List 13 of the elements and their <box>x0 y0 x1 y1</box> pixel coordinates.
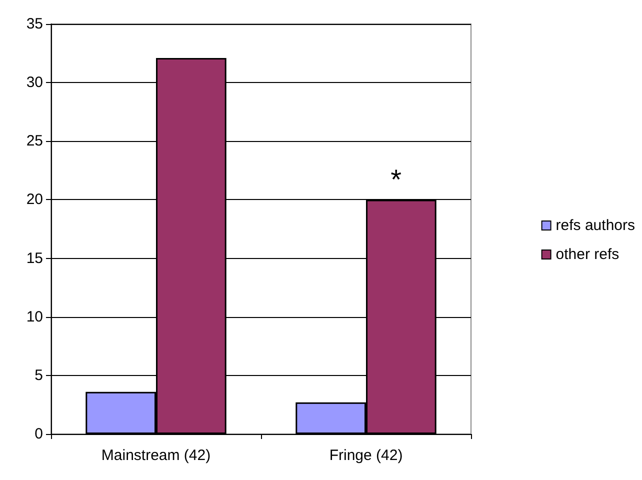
x-tick-label: Fringe (42) <box>329 447 403 464</box>
y-tick-label: 35 <box>26 16 43 32</box>
y-tick-label: 30 <box>26 74 43 92</box>
y-tick-label: 15 <box>26 250 43 267</box>
legend-label: other refs <box>556 246 620 263</box>
y-tick-label: 20 <box>26 191 43 208</box>
annotation: * <box>390 164 402 196</box>
legend-label: refs authors <box>556 217 636 234</box>
y-tick-label: 10 <box>26 308 43 326</box>
y-tick-label: 25 <box>26 132 43 150</box>
x-tick-label: Mainstream (42) <box>101 447 211 464</box>
y-tick-label: 5 <box>34 366 43 384</box>
y-tick-label: 0 <box>34 426 43 442</box>
